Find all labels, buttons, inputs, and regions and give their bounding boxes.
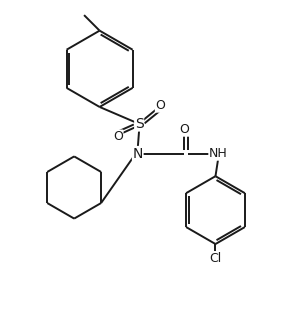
- Text: O: O: [155, 99, 165, 112]
- Text: S: S: [135, 117, 143, 131]
- Text: O: O: [179, 123, 189, 136]
- Text: O: O: [113, 130, 123, 143]
- Text: N: N: [133, 147, 143, 161]
- Text: Cl: Cl: [209, 252, 222, 265]
- Text: NH: NH: [209, 147, 228, 160]
